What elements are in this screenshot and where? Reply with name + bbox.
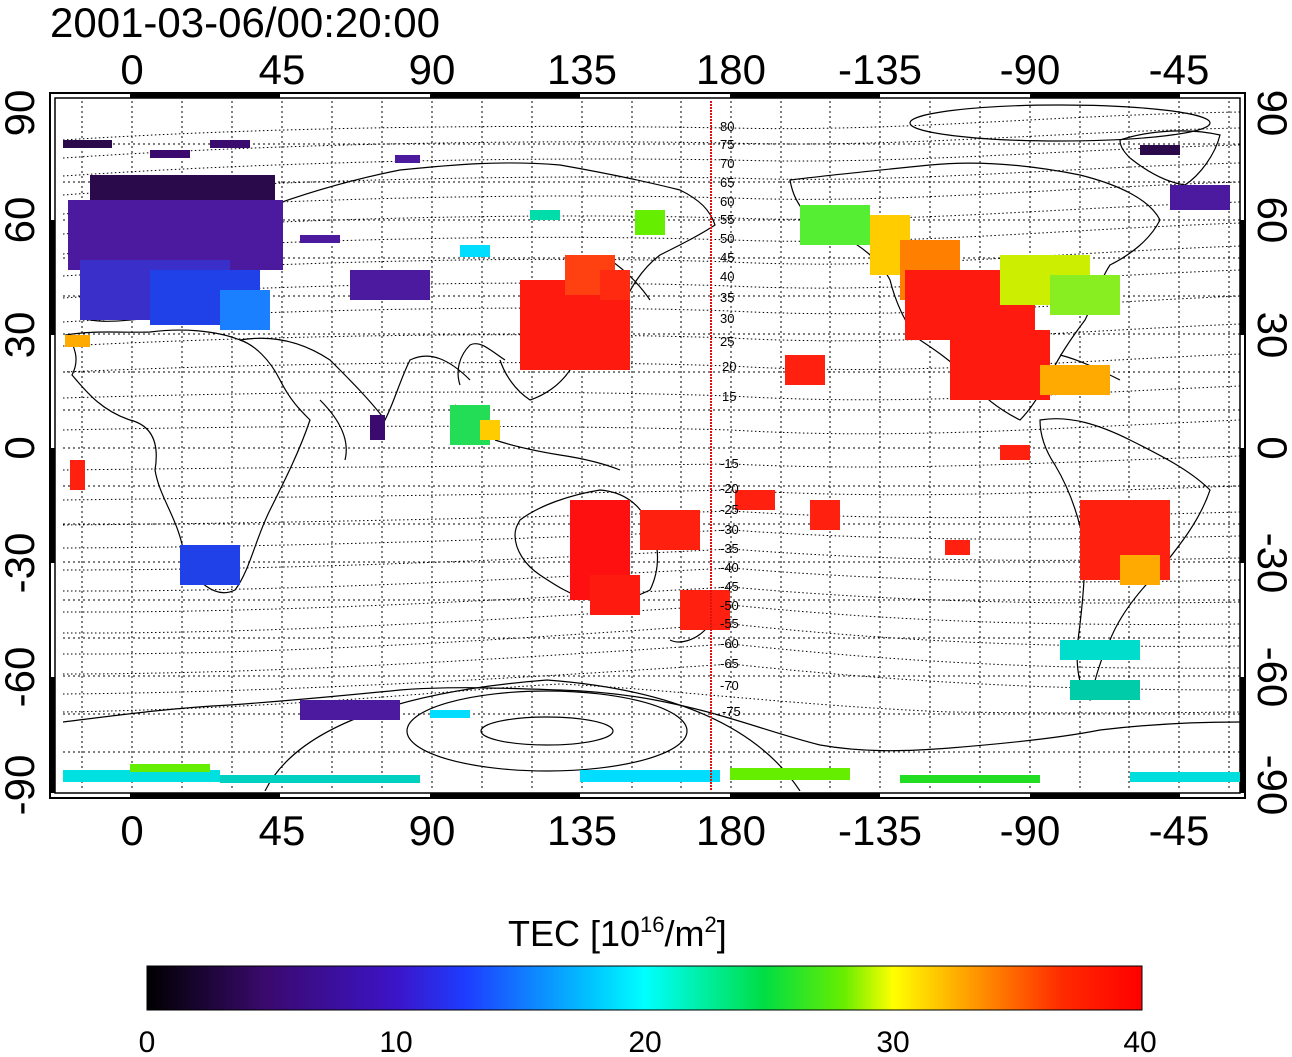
contour-label-70: 70	[720, 156, 734, 171]
contour-label-m20: -20	[720, 481, 739, 496]
right-lat-tick-0: 0	[1249, 436, 1292, 459]
top-lon-tick-135: 135	[547, 46, 617, 93]
bottom-lon-tick-m135: -135	[838, 807, 922, 854]
contour-label-25: 25	[720, 334, 734, 349]
right-lat-tick-m60: -60	[1249, 647, 1292, 708]
contour-label-15: 15	[722, 389, 736, 404]
left-lat-tick-60: 60	[0, 197, 43, 244]
top-lon-tick-m90: -90	[1000, 46, 1061, 93]
contour-label-m45: -45	[720, 579, 739, 594]
cbar-tick-20: 20	[628, 1026, 661, 1057]
map-title: 2001-03-06/00:20:00	[50, 0, 440, 46]
contour-label-m55: -55	[720, 616, 739, 631]
top-lon-tick-90: 90	[409, 46, 456, 93]
contour-label-30: 30	[720, 311, 734, 326]
bottom-lon-tick-45: 45	[259, 807, 306, 854]
contour-label-40: 40	[720, 269, 734, 284]
cbar-tick-30: 30	[876, 1026, 909, 1057]
right-lat-tick-m90: -90	[1249, 755, 1292, 816]
bottom-lon-tick-135: 135	[547, 807, 617, 854]
contour-label-m65: -65	[720, 656, 739, 671]
contour-lines	[63, 111, 1240, 714]
contour-label-55: 55	[720, 212, 734, 227]
bottom-lon-tick-m45: -45	[1149, 807, 1210, 854]
left-lat-tick-90: 90	[0, 90, 43, 137]
contour-label-m35: -35	[720, 541, 739, 556]
contour-label-m15: -15	[720, 456, 739, 471]
cbar-tick-0: 0	[139, 1026, 156, 1057]
colorbar	[146, 965, 1143, 1011]
polar-ovals	[264, 104, 1211, 791]
bottom-lon-tick-m90: -90	[1000, 807, 1061, 854]
right-lat-labels: 90 60 30 0 -30 -60 -90	[1249, 90, 1292, 816]
svg-text:TEC [1016/m2]: TEC [1016/m2]	[508, 912, 727, 954]
right-lat-tick-30: 30	[1249, 312, 1292, 359]
right-lat-tick-90: 90	[1249, 90, 1292, 137]
bottom-lon-labels: 0 45 90 135 180 -135 -90 -45	[120, 807, 1209, 854]
bottom-lon-tick-0: 0	[120, 807, 143, 854]
top-lon-tick-180: 180	[696, 46, 766, 93]
contour-label-m40: -40	[720, 560, 739, 575]
right-lat-tick-60: 60	[1249, 197, 1292, 244]
left-lat-labels: 90 60 30 0 -30 -60 -90	[0, 90, 43, 816]
contour-label-60: 60	[720, 194, 734, 209]
bottom-lon-tick-90: 90	[409, 807, 456, 854]
top-lon-labels: 0 45 90 135 180 -135 -90 -45	[120, 46, 1209, 93]
cbar-tick-40: 40	[1123, 1026, 1156, 1057]
contour-label-65: 65	[720, 175, 734, 190]
left-lat-tick-m60: -60	[0, 647, 43, 708]
contour-label-m60: -60	[720, 636, 739, 651]
left-lat-tick-m90: -90	[0, 755, 43, 816]
colorbar-label: TEC [1016/m2]	[508, 912, 727, 954]
bottom-lon-tick-180: 180	[696, 807, 766, 854]
cbar-tick-10: 10	[379, 1026, 412, 1057]
contour-label-m25: -25	[720, 502, 739, 517]
contour-label-m70: -70	[720, 678, 739, 693]
right-lat-tick-m30: -30	[1249, 533, 1292, 594]
left-lat-tick-m30: -30	[0, 533, 43, 594]
contour-label-75: 75	[720, 137, 734, 152]
cbar-label-mid: /m	[665, 913, 705, 954]
contour-label-80: 80	[720, 119, 734, 134]
top-lon-tick-45: 45	[259, 46, 306, 93]
contour-label-m75: -75	[722, 704, 741, 719]
contour-label-45: 45	[720, 250, 734, 265]
tec-data-patches	[63, 140, 1240, 783]
contour-label-50: 50	[720, 231, 734, 246]
contour-labels: 80 75 70 65 60 55 50 45 40 35 30 25 20 1…	[720, 119, 741, 719]
left-lat-tick-0: 0	[0, 436, 43, 459]
contour-label-m50: -50	[720, 598, 739, 613]
cbar-label-exp2: 2	[705, 912, 717, 937]
top-lon-tick-0: 0	[120, 46, 143, 93]
top-lon-tick-m135: -135	[838, 46, 922, 93]
contour-label-20: 20	[722, 359, 736, 374]
contour-label-35: 35	[720, 290, 734, 305]
cbar-label-exp1: 16	[640, 912, 664, 937]
top-lon-tick-m45: -45	[1149, 46, 1210, 93]
contour-label-m30: -30	[720, 522, 739, 537]
left-lat-tick-30: 30	[0, 312, 43, 359]
cbar-label-main: TEC [10	[508, 913, 640, 954]
cbar-label-end: ]	[717, 913, 727, 954]
colorbar-ticks: 0 10 20 30 40	[139, 1026, 1157, 1057]
